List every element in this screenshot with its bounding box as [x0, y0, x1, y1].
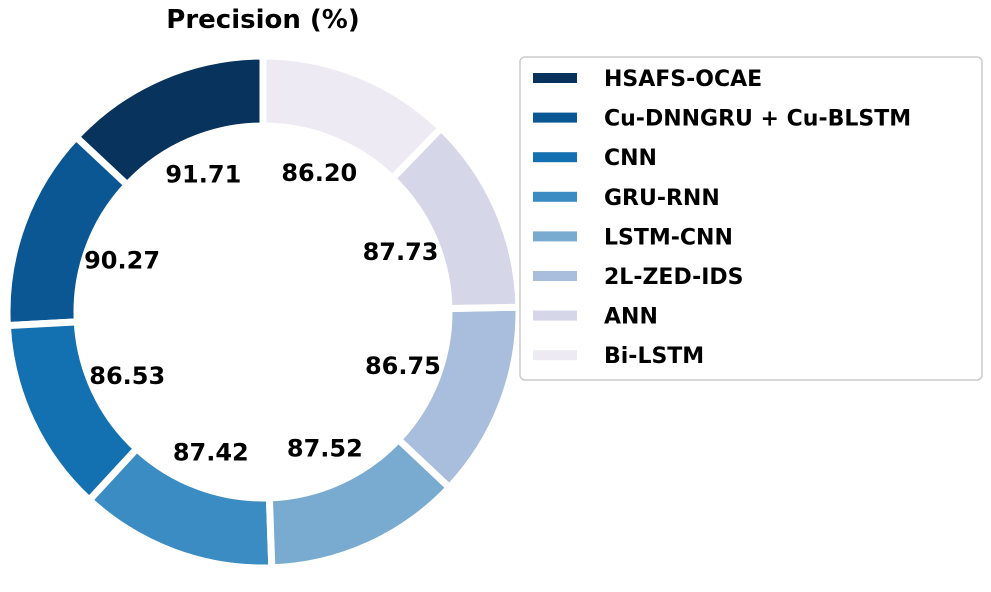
- slice-bi-lstm: [259, 52, 447, 184]
- value-label-gru-rnn: 87.42: [173, 439, 249, 467]
- donut-value-labels: 91.71 90.27 86.53 87.42 87.52 86.75 87.73 86.20: [84, 159, 441, 467]
- value-label-2l-zed-ids: 86.75: [365, 352, 441, 380]
- legend-swatch: [533, 310, 577, 321]
- legend-item-2l-zed-ids: 2L-ZED-IDS: [533, 265, 744, 290]
- legend-swatch: [533, 191, 577, 202]
- slice-cu-dnngru-cu-blstm: [3, 132, 133, 330]
- value-label-lstm-cnn: 87.52: [287, 435, 363, 463]
- legend-swatch: [533, 271, 577, 281]
- legend-item-gru-rnn: GRU-RNN: [533, 186, 720, 211]
- legend-label: ANN: [604, 305, 658, 330]
- legend-swatch: [533, 73, 577, 83]
- legend-label: LSTM-CNN: [604, 225, 733, 250]
- legend-swatch: [533, 112, 577, 123]
- legend-label: GRU-RNN: [604, 186, 720, 211]
- donut-slices: [3, 52, 523, 572]
- legend: HSAFS-OCAE Cu-DNNGRU + Cu-BLSTM CNN GRU-RNN…: [519, 56, 983, 381]
- legend-frame: [519, 56, 983, 381]
- value-label-cu-dnngru-cu-blstm: 90.27: [84, 247, 160, 275]
- legend-swatch: [533, 231, 577, 242]
- legend-item-cnn: CNN: [533, 146, 657, 171]
- legend-swatch: [533, 152, 577, 163]
- value-label-ann: 87.73: [363, 238, 439, 266]
- legend-item-cu-dnngru-cu-blstm: Cu-DNNGRU + Cu-BLSTM: [533, 107, 911, 132]
- legend-label: 2L-ZED-IDS: [604, 265, 744, 290]
- legend-label: Cu-DNNGRU + Cu-BLSTM: [604, 107, 911, 132]
- legend-item-lstm-cnn: LSTM-CNN: [533, 225, 733, 250]
- legend-label: CNN: [604, 146, 657, 171]
- slice-2l-zed-ids: [393, 303, 523, 493]
- value-label-hsafs-ocae: 91.71: [165, 160, 241, 188]
- chart-title: Precision (%): [166, 5, 359, 35]
- legend-item-ann: ANN: [533, 305, 658, 330]
- legend-item-hsafs-ocae: HSAFS-OCAE: [533, 67, 762, 92]
- value-label-cnn: 86.53: [89, 362, 165, 390]
- legend-item-bi-lstm: Bi-LSTM: [533, 344, 704, 369]
- legend-label: Bi-LSTM: [604, 344, 704, 369]
- legend-swatch: [533, 350, 577, 361]
- value-label-bi-lstm: 86.20: [281, 159, 357, 187]
- legend-label: HSAFS-OCAE: [604, 67, 762, 92]
